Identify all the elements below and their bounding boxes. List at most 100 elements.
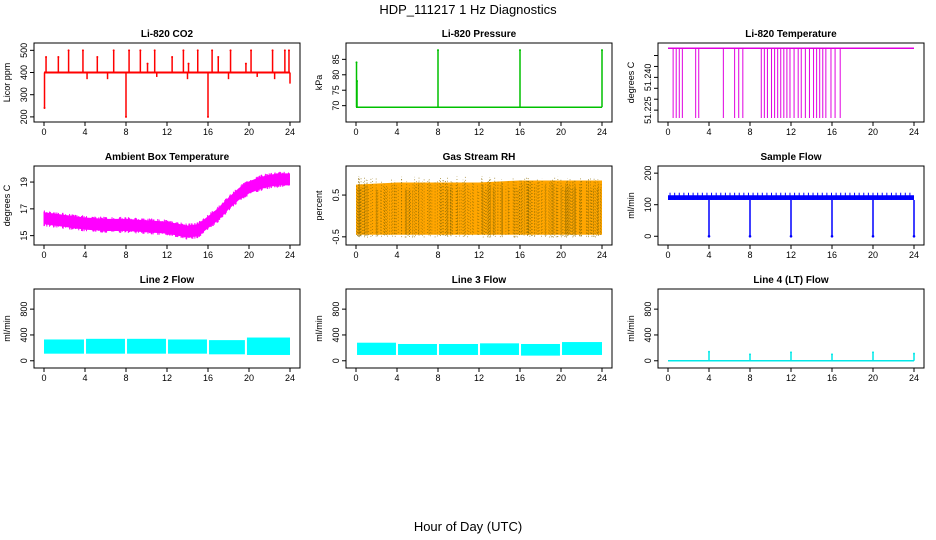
x-tick-label: 16 <box>827 373 837 383</box>
x-tick-label: 8 <box>435 373 440 383</box>
panel-frame <box>33 42 301 123</box>
point <box>749 353 751 356</box>
x-tick-label: 0 <box>665 373 670 383</box>
y-tick-label: 0 <box>331 358 341 363</box>
point <box>871 234 875 238</box>
x-tick-label: 12 <box>162 127 172 137</box>
y-axis-label: Licor ppm <box>2 63 12 103</box>
flow-segment <box>357 342 396 355</box>
x-tick-label: 20 <box>868 250 878 260</box>
panel-gas-rh: Gas Stream RH 0 4 8 12 16 20 24 -0.5 0.5 percent <box>314 152 613 260</box>
point <box>790 351 792 354</box>
x-tick-label: 24 <box>285 250 295 260</box>
panel-title: Sample Flow <box>760 152 821 163</box>
y-axis-label: ml/min <box>626 192 636 219</box>
y-tick-label: 300 <box>19 87 29 102</box>
x-tick-label: 12 <box>162 250 172 260</box>
point <box>229 49 232 52</box>
y-tick-label: 100 <box>643 197 653 212</box>
point <box>913 352 915 355</box>
point <box>125 115 127 118</box>
point <box>43 107 46 110</box>
point <box>81 49 84 52</box>
plot-area-ambient-temp <box>43 171 290 240</box>
y-tick-label: 400 <box>19 65 29 80</box>
flow-band <box>668 195 914 200</box>
point <box>139 49 142 52</box>
panel-co2: Li-820 CO2 0 4 8 12 16 20 24 200 300 400 500 Licor p… <box>2 29 301 137</box>
x-tick-label: 4 <box>706 373 711 383</box>
plot-area-line2-flow <box>44 337 290 355</box>
point <box>182 49 185 52</box>
x-tick-label: 12 <box>786 373 796 383</box>
flow-segment <box>168 339 207 354</box>
panel-pressure: Li-820 Pressure 0 4 8 12 16 20 24 70 75 80 85 kPa <box>314 29 613 137</box>
panel-ambient-temp: Ambient Box Temperature 0 4 8 12 16 20 24 15 17 19… <box>2 152 301 260</box>
point <box>601 49 603 52</box>
x-tick-label: 8 <box>123 127 128 137</box>
point <box>356 79 359 82</box>
x-tick-label: 16 <box>203 373 213 383</box>
panel-line4-flow: Line 4 (LT) Flow 0 4 8 12 16 20 24 0 400 800 ml/min <box>626 275 925 383</box>
x-tick-label: 8 <box>435 127 440 137</box>
point <box>707 234 711 238</box>
y-tick-label: 200 <box>19 109 29 124</box>
y-tick-label: 400 <box>643 327 653 342</box>
x-tick-label: 0 <box>353 373 358 383</box>
panel-title: Line 3 Flow <box>452 275 507 286</box>
point <box>67 49 70 52</box>
x-tick-label: 20 <box>244 250 254 260</box>
panel-frame <box>345 288 613 369</box>
panel-title: Line 4 (LT) Flow <box>753 275 829 286</box>
point <box>789 234 793 238</box>
y-tick-label: -0.5 <box>331 229 341 245</box>
x-tick-label: 20 <box>868 127 878 137</box>
x-tick-label: 12 <box>162 373 172 383</box>
panel-title: Li-820 Temperature <box>745 29 837 40</box>
x-tick-label: 12 <box>474 127 484 137</box>
flow-segment <box>44 339 84 354</box>
panel-frame <box>33 288 301 369</box>
panel-title: Li-820 CO2 <box>141 29 194 40</box>
y-tick-label: 70 <box>331 101 341 111</box>
x-tick-label: 24 <box>597 127 607 137</box>
panel-frame <box>657 42 925 123</box>
point <box>437 49 439 52</box>
point <box>217 55 220 58</box>
x-tick-label: 24 <box>285 373 295 383</box>
flow-segment <box>127 338 166 354</box>
y-tick-label: 51.225 <box>643 96 653 124</box>
point <box>244 62 247 65</box>
x-tick-label: 24 <box>597 250 607 260</box>
point <box>355 61 358 64</box>
y-tick-label: 80 <box>331 70 341 80</box>
x-tick-label: 8 <box>747 373 752 383</box>
point <box>271 49 274 52</box>
plot-area-co2 <box>43 49 291 118</box>
x-tick-label: 4 <box>82 250 87 260</box>
point <box>57 55 60 58</box>
x-tick-label: 0 <box>41 250 46 260</box>
panel-title: Li-820 Pressure <box>442 29 517 40</box>
x-tick-label: 20 <box>244 127 254 137</box>
y-axis-label: ml/min <box>2 315 12 342</box>
x-tick-label: 4 <box>82 127 87 137</box>
y-tick-label: 800 <box>643 302 653 317</box>
plot-area-sample-flow <box>668 192 916 238</box>
plot-area-gas-rh <box>356 176 602 238</box>
point <box>187 62 190 65</box>
point <box>96 55 99 58</box>
panel-title: Gas Stream RH <box>443 152 516 163</box>
x-tick-label: 0 <box>353 127 358 137</box>
x-tick-label: 12 <box>474 250 484 260</box>
x-tick-label: 4 <box>394 250 399 260</box>
x-tick-label: 0 <box>41 373 46 383</box>
flow-segment <box>439 343 478 355</box>
x-tick-label: 8 <box>435 250 440 260</box>
point <box>146 62 149 65</box>
panel-line3-flow: Line 3 Flow 0 4 8 12 16 20 24 0 400 800 ml/min <box>314 275 613 383</box>
x-tick-label: 16 <box>203 127 213 137</box>
point <box>153 49 156 52</box>
x-tick-label: 12 <box>474 373 484 383</box>
panel-licor-temp: Li-820 Temperature 0 4 8 12 16 20 24 51.225 51.24… <box>626 29 925 137</box>
